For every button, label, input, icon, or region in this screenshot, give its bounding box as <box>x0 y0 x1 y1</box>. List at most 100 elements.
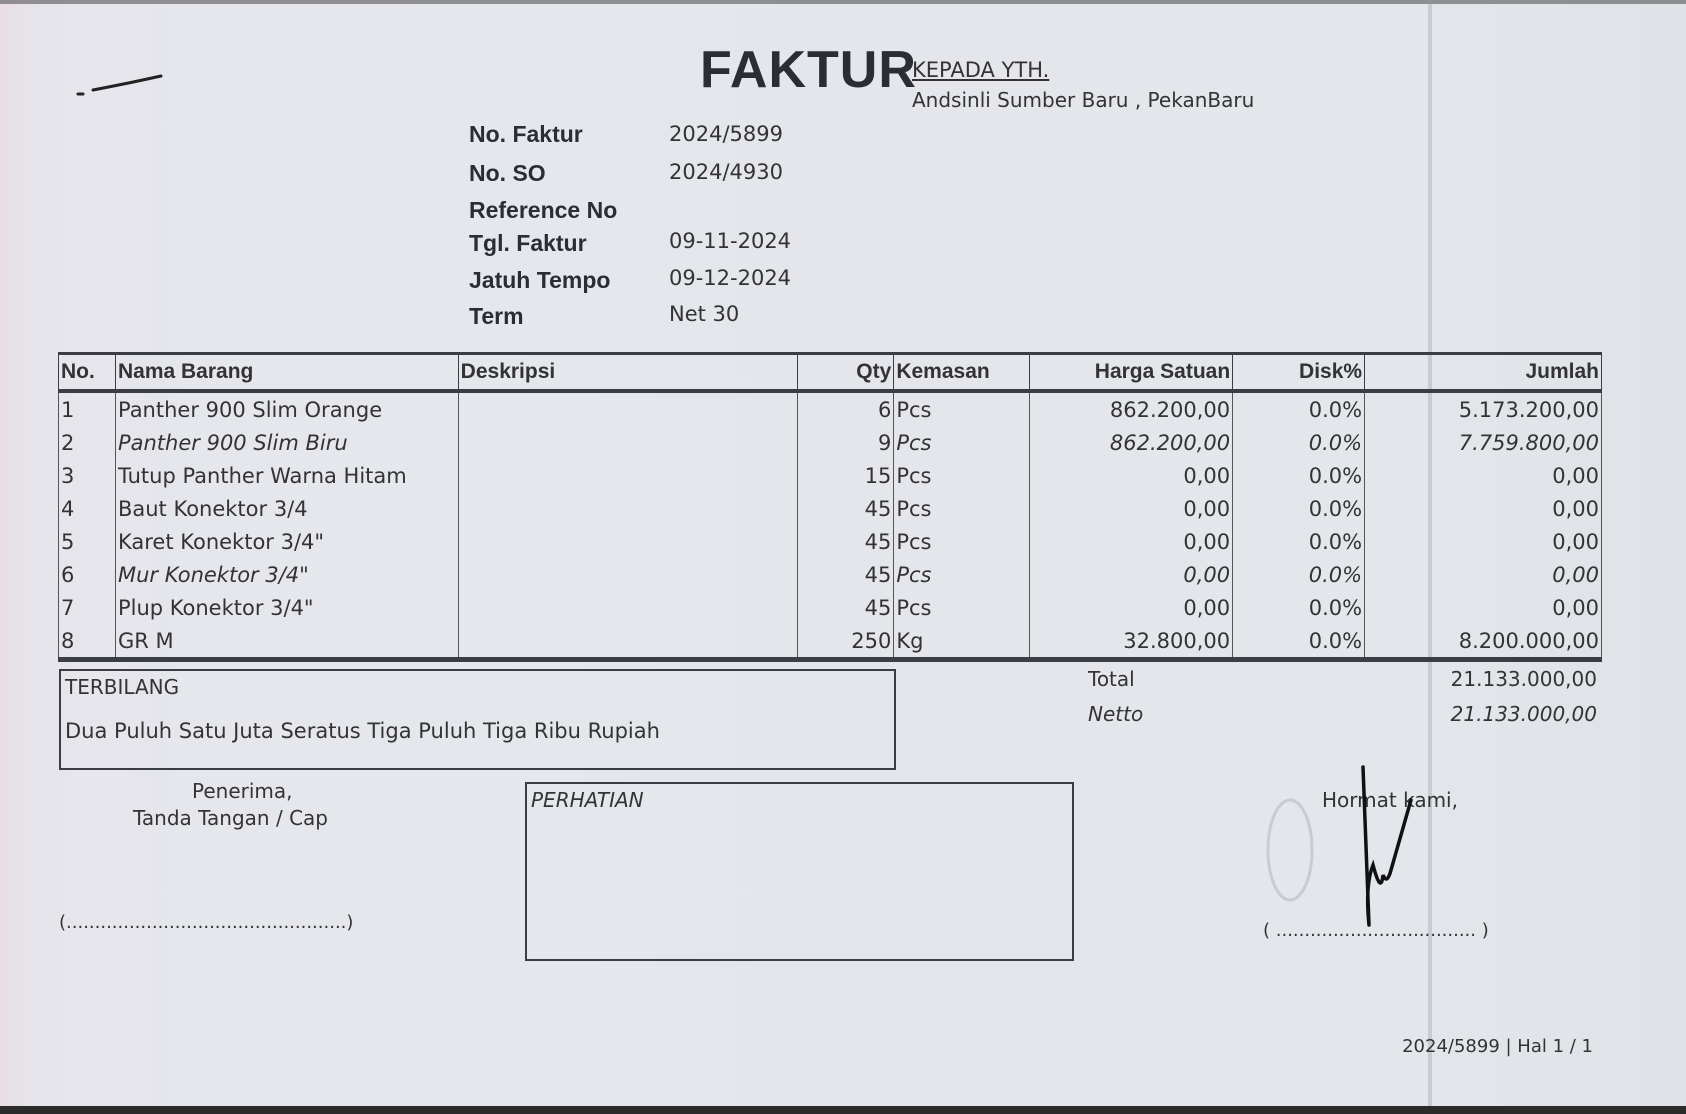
items-table: No. Nama Barang Deskripsi Qty Kemasan Ha… <box>58 352 1602 662</box>
no-faktur-value: 2024/5899 <box>669 122 783 146</box>
terbilang-label: TERBILANG <box>65 675 180 699</box>
cell-qty: 250 <box>797 624 895 662</box>
terbilang-text: Dua Puluh Satu Juta Seratus Tiga Puluh T… <box>65 719 660 743</box>
no-so-value: 2024/4930 <box>669 160 783 184</box>
cell-harga-satuan: 0,00 <box>1029 525 1234 558</box>
cell-kemasan: Pcs <box>893 558 1031 591</box>
cell-kemasan: Kg <box>893 624 1031 662</box>
cell-qty: 45 <box>797 525 895 558</box>
cell-no: 6 <box>58 558 116 591</box>
cell-nama-barang: Karet Konektor 3/4" <box>114 525 459 558</box>
no-faktur-label: No. Faktur <box>469 121 583 147</box>
cell-deskripsi <box>457 558 799 591</box>
cell-qty: 45 <box>797 558 895 591</box>
cell-no: 2 <box>58 426 116 459</box>
pen-mark <box>76 74 163 96</box>
cell-no: 7 <box>58 591 116 624</box>
col-nama-barang: Nama Barang <box>114 352 459 393</box>
cell-qty: 45 <box>797 492 895 525</box>
cell-nama-barang: GR M <box>114 624 459 662</box>
paper-bottom-edge <box>0 1106 1686 1114</box>
total-label: Total <box>1088 667 1135 691</box>
cell-disk: 0.0% <box>1232 558 1366 591</box>
cell-no: 5 <box>58 525 116 558</box>
cell-no: 1 <box>58 391 116 426</box>
tgl-faktur-label: Tgl. Faktur <box>469 230 587 256</box>
cell-qty: 6 <box>797 391 895 426</box>
perhatian-label: PERHATIAN <box>531 788 644 812</box>
page-reference: 2024/5899 | Hal 1 / 1 <box>1402 1036 1593 1057</box>
cell-nama-barang: Tutup Panther Warna Hitam <box>114 459 459 492</box>
cell-no: 4 <box>58 492 116 525</box>
cell-nama-barang: Panther 900 Slim Biru <box>114 426 459 459</box>
cell-kemasan: Pcs <box>893 391 1031 426</box>
cell-nama-barang: Mur Konektor 3/4" <box>114 558 459 591</box>
cell-jumlah: 0,00 <box>1364 525 1602 558</box>
table-row: 5 Karet Konektor 3/4" 45 Pcs 0,00 0.0% 0,00 <box>58 525 1602 558</box>
no-so-label: No. SO <box>469 160 546 186</box>
cell-disk: 0.0% <box>1232 624 1366 662</box>
col-disk: Disk% <box>1232 352 1366 393</box>
cell-no: 8 <box>58 624 116 662</box>
table-row: 2 Panther 900 Slim Biru 9 Pcs 862.200,00 0.0%… <box>58 426 1602 459</box>
cell-disk: 0.0% <box>1232 426 1366 459</box>
jatuh-tempo-value: 09-12-2024 <box>669 266 792 290</box>
col-no: No. <box>58 352 116 393</box>
table-row: 6 Mur Konektor 3/4" 45 Pcs 0,00 0.0% 0,00 <box>58 558 1602 591</box>
cell-qty: 9 <box>797 426 895 459</box>
netto-label: Netto <box>1088 702 1144 726</box>
table-row: 8 GR M 250 Kg 32.800,00 0.0% 8.200.000,00 <box>58 624 1602 662</box>
cell-nama-barang: Plup Konektor 3/4" <box>114 591 459 624</box>
cell-harga-satuan: 862.200,00 <box>1029 426 1234 459</box>
col-jumlah: Jumlah <box>1364 352 1602 393</box>
table-row: 3 Tutup Panther Warna Hitam 15 Pcs 0,00 0.0% 0… <box>58 459 1602 492</box>
cell-jumlah: 7.759.800,00 <box>1364 426 1602 459</box>
cell-harga-satuan: 862.200,00 <box>1029 391 1234 426</box>
paper-top-edge <box>0 0 1686 4</box>
stamp-mark <box>1266 798 1314 902</box>
col-deskripsi: Deskripsi <box>457 352 799 393</box>
recipient-label: KEPADA YTH. <box>912 58 1050 82</box>
document-title: FAKTUR <box>700 41 917 99</box>
cell-harga-satuan: 0,00 <box>1029 492 1234 525</box>
receiver-label: Penerima, <box>192 779 293 803</box>
cell-jumlah: 0,00 <box>1364 591 1602 624</box>
cell-deskripsi <box>457 459 799 492</box>
table-row: 7 Plup Konektor 3/4" 45 Pcs 0,00 0.0% 0,00 <box>58 591 1602 624</box>
cell-deskripsi <box>457 492 799 525</box>
cell-deskripsi <box>457 525 799 558</box>
cell-jumlah: 5.173.200,00 <box>1364 391 1602 426</box>
cell-disk: 0.0% <box>1232 391 1366 426</box>
cell-deskripsi <box>457 391 799 426</box>
cell-kemasan: Pcs <box>893 492 1031 525</box>
cell-nama-barang: Panther 900 Slim Orange <box>114 391 459 426</box>
table-row: 4 Baut Konektor 3/4 45 Pcs 0,00 0.0% 0,00 <box>58 492 1602 525</box>
cell-harga-satuan: 32.800,00 <box>1029 624 1234 662</box>
cell-jumlah: 0,00 <box>1364 459 1602 492</box>
cell-disk: 0.0% <box>1232 492 1366 525</box>
sender-signature-line: ( ................................... ) <box>1263 920 1489 941</box>
cell-jumlah: 0,00 <box>1364 558 1602 591</box>
col-qty: Qty <box>797 352 895 393</box>
cell-qty: 15 <box>797 459 895 492</box>
terbilang-box: TERBILANG Dua Puluh Satu Juta Seratus Ti… <box>59 669 896 770</box>
tgl-faktur-value: 09-11-2024 <box>669 229 792 253</box>
cell-disk: 0.0% <box>1232 525 1366 558</box>
cell-no: 3 <box>58 459 116 492</box>
cell-jumlah: 8.200.000,00 <box>1364 624 1602 662</box>
term-value: Net 30 <box>669 302 740 326</box>
col-kemasan: Kemasan <box>893 352 1031 393</box>
term-label: Term <box>469 303 524 329</box>
cell-harga-satuan: 0,00 <box>1029 558 1234 591</box>
recipient-address: Andsinli Sumber Baru , PekanBaru <box>912 88 1255 112</box>
col-harga-satuan: Harga Satuan <box>1029 352 1234 393</box>
sender-label: Hormat kami, <box>1322 788 1458 812</box>
cell-harga-satuan: 0,00 <box>1029 459 1234 492</box>
receiver-signature-line: (.......................................… <box>59 912 354 933</box>
cell-kemasan: Pcs <box>893 426 1031 459</box>
perhatian-box: PERHATIAN <box>525 782 1074 961</box>
reference-label: Reference No <box>469 197 618 223</box>
cell-disk: 0.0% <box>1232 591 1366 624</box>
handwritten-signature <box>1361 765 1413 927</box>
table-row: 1 Panther 900 Slim Orange 6 Pcs 862.200,00 0.… <box>58 391 1602 426</box>
